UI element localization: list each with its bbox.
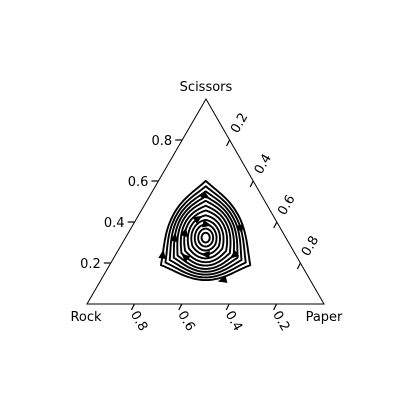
bottom-tick-mark [130, 303, 135, 311]
orbit-streamline [183, 209, 229, 264]
flow-direction-arrow [200, 190, 210, 199]
orbit-streamline [159, 179, 252, 282]
vertex-label-right: Paper [306, 310, 343, 325]
right-tick-mark [249, 180, 254, 188]
orbit-layer [158, 179, 252, 283]
flow-direction-arrow [202, 219, 212, 228]
right-tick-mark [226, 139, 231, 147]
orbit-streamline [186, 214, 225, 260]
orbit-streamline [179, 204, 232, 267]
right-tick-label: 0.2 [228, 111, 251, 136]
orbit-streamline [193, 223, 218, 252]
bottom-tick-mark [225, 303, 230, 311]
flow-direction-arrow [181, 253, 191, 263]
flow-direction-arrow [192, 215, 203, 224]
left-tick-label: 0.8 [152, 134, 173, 149]
left-tick-label: 0.6 [128, 175, 149, 190]
flow-direction-arrow [180, 227, 188, 238]
orbit-streamline [168, 190, 243, 276]
orbit-streamline [176, 199, 235, 270]
orbit-streamline [164, 185, 247, 279]
bottom-tick-label: 0.4 [222, 309, 245, 334]
simplex-triangle [86, 98, 325, 305]
right-tick-label: 0.4 [252, 152, 275, 177]
right-tick-mark [273, 221, 278, 229]
right-tick-label: 0.6 [275, 193, 298, 218]
flow-direction-arrow [170, 232, 178, 243]
bottom-tick-label: 0.6 [174, 309, 197, 334]
flow-direction-arrow [229, 250, 240, 259]
left-tick-label: 0.4 [104, 216, 125, 231]
bottom-tick-label: 0.2 [269, 309, 292, 334]
bottom-tick-mark [178, 303, 183, 311]
vertex-label-left: Rock [70, 310, 102, 325]
orbit-streamline [200, 231, 211, 244]
left-tick-label: 0.2 [80, 257, 101, 272]
flow-direction-arrow [158, 249, 166, 260]
right-tick-label: 0.8 [299, 234, 322, 259]
orbit-streamline [172, 195, 239, 273]
flow-direction-arrow [217, 275, 228, 283]
vertex-label-top: Scissors [180, 80, 233, 95]
flow-direction-arrow [200, 250, 210, 259]
orbit-streamline [197, 227, 215, 248]
right-tick-mark [296, 262, 301, 270]
bottom-tick-mark [273, 303, 278, 311]
flow-direction-arrow [236, 224, 244, 234]
bottom-tick-label: 0.8 [127, 309, 150, 334]
